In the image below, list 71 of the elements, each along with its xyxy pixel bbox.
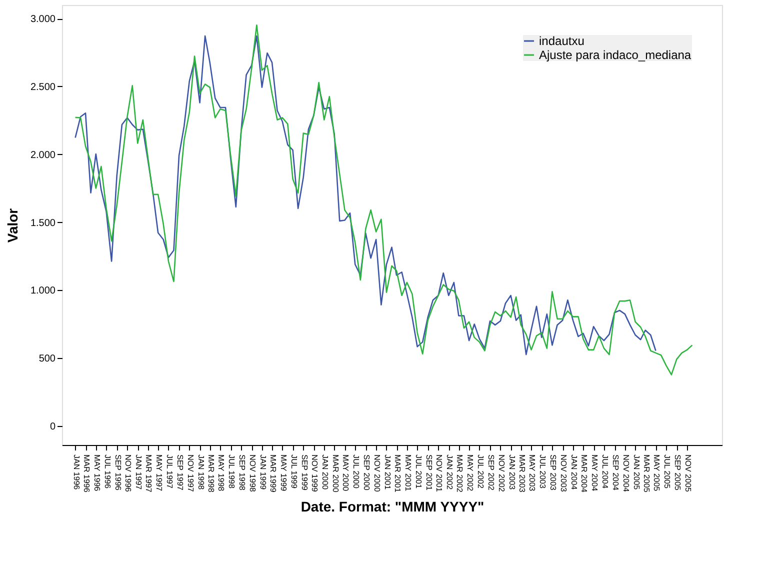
- x-tick-label: MAY 2005: [652, 454, 662, 492]
- x-tick-label: MAR 1998: [206, 454, 216, 493]
- x-tick-label: MAR 1999: [268, 454, 278, 493]
- x-tick-label: MAR 2004: [580, 454, 589, 493]
- x-tick-label: MAY 1998: [216, 454, 226, 492]
- x-axis-title: Date. Format: "MMM YYYY": [300, 498, 484, 514]
- x-tick-label: MAY 1997: [154, 454, 164, 492]
- x-tick-label: JUL 1998: [227, 454, 236, 489]
- x-tick-label: SEP 2005: [673, 454, 682, 491]
- x-tick-label: JAN 1998: [196, 454, 206, 490]
- x-tick-label: MAR 2002: [455, 454, 464, 493]
- x-tick-label: NOV 2004: [621, 454, 630, 492]
- x-tick-label: JUL 2000: [352, 454, 361, 489]
- x-tick-label: NOV 2002: [496, 454, 506, 492]
- x-tick-label: JAN 1997: [134, 454, 144, 490]
- x-tick-label: MAR 1997: [144, 454, 154, 493]
- x-tick-label: SEP 1998: [238, 454, 247, 491]
- x-tick-label: MAR 2003: [517, 454, 526, 493]
- x-tick-label: MAR 2005: [642, 454, 651, 493]
- y-axis-title: Valor: [4, 208, 20, 243]
- x-tick-label: JUL 2004: [600, 454, 610, 489]
- x-tick-label: SEP 1997: [176, 454, 185, 491]
- x-tick-label: NOV 1998: [248, 454, 258, 492]
- x-tick-label: MAR 2001: [393, 454, 402, 493]
- x-tick-label: MAY 2004: [590, 454, 600, 492]
- x-tick-label: NOV 1996: [124, 454, 133, 492]
- x-tick-label: JAN 2004: [569, 454, 578, 490]
- x-tick-label: NOV 2000: [372, 454, 382, 492]
- x-tick-label: JUL 2003: [538, 454, 548, 489]
- y-tick-label: 1.000: [30, 286, 56, 297]
- x-tick-label: JUL 2001: [414, 454, 423, 489]
- x-tick-label: NOV 2005: [684, 454, 693, 492]
- x-tick-label: JUL 2002: [476, 454, 485, 489]
- legend-label: Ajuste para indaco_mediana: [539, 48, 692, 62]
- x-tick-label: NOV 2001: [434, 454, 444, 492]
- x-tick-label: MAY 1999: [278, 454, 288, 492]
- x-tick-label: JUL 2005: [662, 454, 672, 489]
- x-tick-label: JAN 2002: [445, 454, 454, 490]
- y-tick-label: 0: [50, 421, 56, 432]
- x-tick-label: MAR 2000: [330, 454, 340, 493]
- x-tick-label: JAN 1996: [72, 454, 81, 490]
- x-tick-label: MAR 1996: [82, 454, 92, 493]
- legend-label: indautxu: [539, 34, 584, 48]
- y-tick-label: 2.500: [30, 82, 56, 93]
- x-tick-label: JAN 2003: [507, 454, 516, 490]
- y-tick-label: 500: [38, 354, 56, 365]
- x-tick-label: NOV 2003: [559, 454, 568, 492]
- x-tick-label: SEP 1999: [300, 454, 309, 491]
- x-tick-label: MAY 2000: [341, 454, 350, 492]
- x-tick-label: JAN 2000: [320, 454, 330, 490]
- x-tick-label: JUL 1996: [102, 454, 112, 489]
- x-tick-label: MAY 2002: [466, 454, 475, 492]
- x-tick-label: SEP 2003: [548, 454, 558, 491]
- x-tick-label: NOV 1999: [310, 454, 320, 492]
- x-tick-label: SEP 2001: [424, 454, 434, 491]
- x-tick-label: NOV 1997: [186, 454, 195, 492]
- x-tick-label: SEP 2002: [486, 454, 496, 491]
- x-tick-label: SEP 2004: [611, 454, 620, 491]
- x-tick-label: MAY 2003: [528, 454, 537, 492]
- x-tick-label: MAY 1996: [92, 454, 102, 492]
- x-tick-label: SEP 2000: [362, 454, 372, 491]
- y-tick-label: 3.000: [30, 14, 56, 26]
- y-tick-label: 2.000: [30, 150, 56, 161]
- x-tick-label: JAN 1999: [258, 454, 268, 490]
- x-tick-label: SEP 1996: [113, 454, 122, 491]
- x-tick-label: JUL 1999: [289, 454, 298, 489]
- x-tick-label: JUL 1997: [164, 454, 174, 489]
- x-tick-label: JAN 2005: [632, 454, 641, 490]
- x-tick-label: MAY 2001: [403, 454, 412, 492]
- x-tick-label: JAN 2001: [382, 454, 392, 490]
- y-tick-label: 1.500: [30, 218, 56, 229]
